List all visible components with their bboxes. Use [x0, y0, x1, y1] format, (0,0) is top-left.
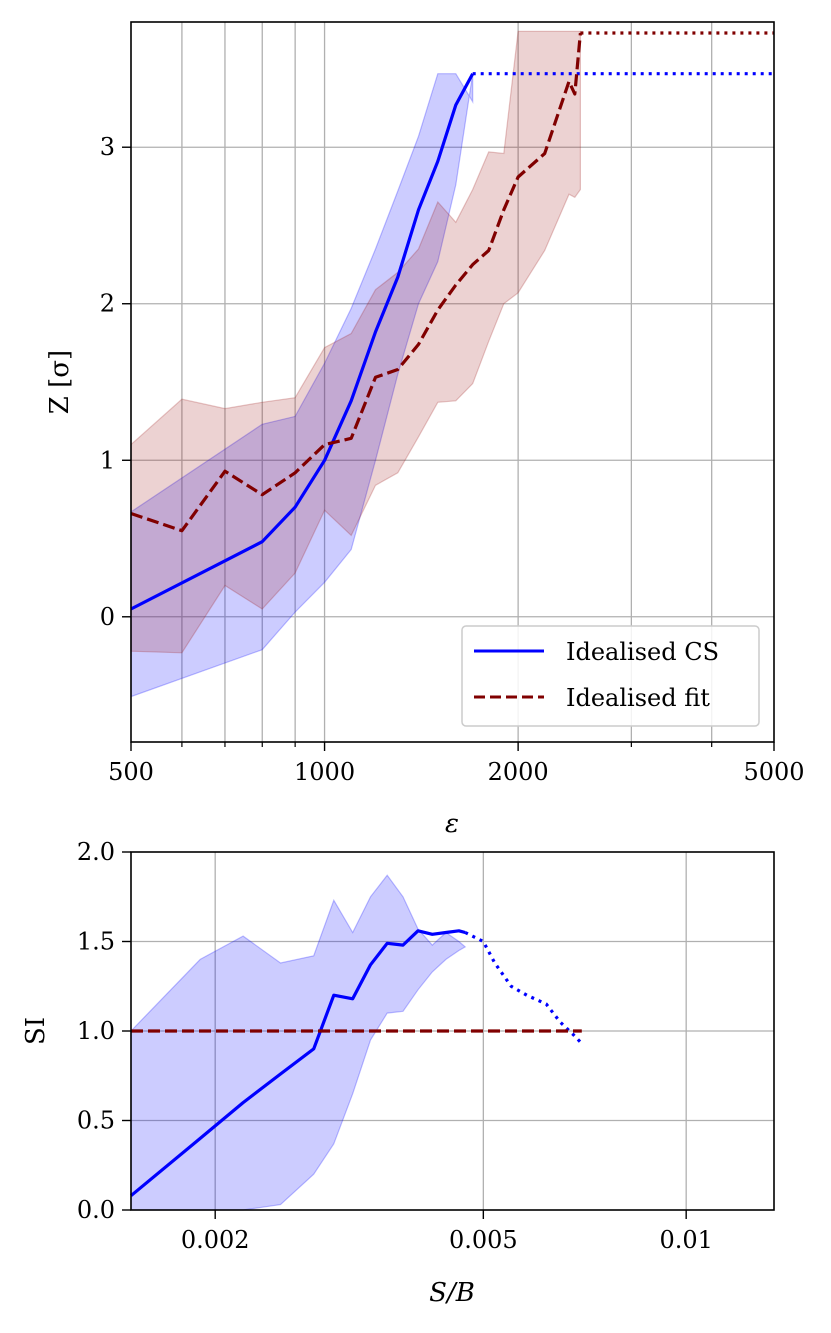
- confidence-band: [130, 30, 582, 654]
- y-tick-label: 1.0: [77, 1017, 115, 1045]
- top-grid: [131, 22, 774, 742]
- top-bands: [130, 30, 582, 698]
- confidence-band: [130, 874, 467, 1211]
- y-tick-label: 0.0: [77, 1196, 115, 1224]
- y-tick-label: 0.5: [77, 1107, 115, 1135]
- y-tick-label: 1: [100, 446, 115, 474]
- x-tick-label: 5000: [743, 758, 804, 786]
- bottom-chart: 0.002 0.005 0.01 0.0 0.5 1.0 1.5 2.0 S/B SI: [21, 838, 775, 1308]
- top-plot-frame: [130, 21, 775, 743]
- bottom-x-axis-label: S/B: [429, 1278, 475, 1308]
- x-tick-label: 500: [108, 758, 154, 786]
- legend-label-fit: Idealised fit: [566, 684, 710, 712]
- x-tick-label: 2000: [488, 758, 549, 786]
- x-tick-label: 0.01: [659, 1226, 712, 1254]
- series-line: [130, 72, 475, 611]
- y-tick-label: 0: [100, 603, 115, 631]
- bottom-ticks: 0.002 0.005 0.01 0.0 0.5 1.0 1.5 2.0: [77, 838, 713, 1254]
- legend: Idealised CS Idealised fit: [461, 625, 760, 727]
- y-tick-label: 2: [100, 290, 115, 318]
- x-tick-label: 0.005: [449, 1226, 518, 1254]
- top-lines: [130, 31, 774, 611]
- bottom-bands: [130, 874, 467, 1211]
- y-tick-label: 1.5: [77, 928, 115, 956]
- series-line: [129, 929, 466, 1197]
- top-y-axis-label: Z [σ]: [45, 350, 75, 414]
- top-ticks: 500 1000 2000 5000 0 1 2 3: [100, 133, 805, 786]
- bottom-y-axis-label: SI: [21, 1017, 51, 1045]
- y-tick-label: 2.0: [77, 838, 115, 866]
- top-x-axis-label: ε: [445, 809, 459, 839]
- x-tick-label: 1000: [294, 758, 355, 786]
- series-line: [130, 32, 582, 533]
- x-tick-label: 0.002: [181, 1226, 250, 1254]
- legend-label-cs: Idealised CS: [566, 638, 719, 666]
- top-chart: 500 1000 2000 5000 0 1 2 3 ε Z [σ] Idealised CS…: [45, 21, 805, 839]
- bottom-lines: [129, 929, 583, 1197]
- y-tick-label: 3: [100, 133, 115, 161]
